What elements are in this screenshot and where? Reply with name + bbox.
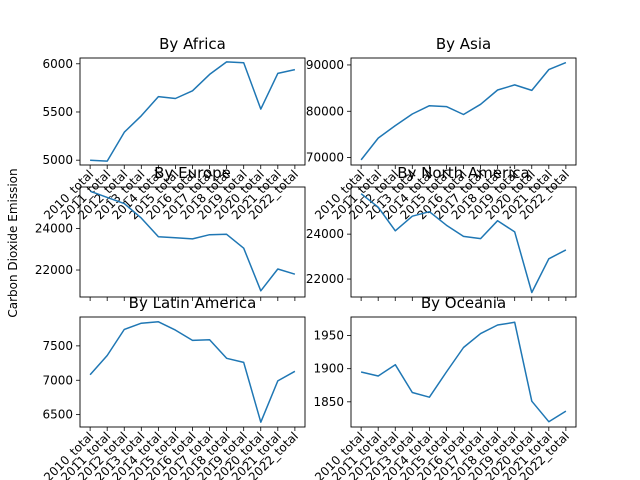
subplot-title: By Africa <box>159 35 226 53</box>
subplot-by-oceania: By Oceania1850190019502010_total2011_tot… <box>312 294 577 480</box>
subplot-title: By Asia <box>436 35 491 53</box>
y-tick-label: 6000 <box>42 57 73 71</box>
y-tick-label: 22000 <box>306 272 344 286</box>
y-tick-label: 1850 <box>313 395 344 409</box>
subplot-grid: By Africa5000550060002010_total2011_tota… <box>35 35 577 480</box>
y-tick-label: 6500 <box>42 408 73 422</box>
series-line <box>360 61 567 161</box>
subplot-by-europe: By Europe 22000 24000 <box>35 164 306 301</box>
y-tick-label: 5000 <box>42 153 73 167</box>
subplot-by-north-america: By North America 22000 24000 <box>306 164 577 301</box>
y-tick-label: 7500 <box>42 339 73 353</box>
y-tick-label: 70000 <box>306 151 344 165</box>
subplot-title: By Europe <box>154 164 231 182</box>
y-tick-label: 1900 <box>313 362 344 376</box>
series-line <box>90 61 296 162</box>
axes-frame <box>79 57 306 166</box>
y-tick-label: 90000 <box>306 58 344 72</box>
y-tick-label: 24000 <box>306 227 344 241</box>
y-tick-label: 7000 <box>42 373 73 387</box>
axes-frame <box>79 186 306 298</box>
figure-y-axis-label: Carbon Dioxide Emission <box>6 168 20 317</box>
y-tick-label: 80000 <box>306 104 344 118</box>
subplot-by-asia: By Asia7000080000900002010_total2011_tot… <box>306 35 577 222</box>
subplot-title: By North America <box>397 164 530 182</box>
subplot-title: By Latin America <box>129 294 257 312</box>
axes-frame <box>350 316 577 428</box>
y-tick-label: 5500 <box>42 105 73 119</box>
series-line <box>360 193 567 294</box>
series-line <box>89 190 296 292</box>
series-line <box>360 321 567 423</box>
y-tick-label: 24000 <box>35 222 73 236</box>
y-tick-label: 22000 <box>35 263 73 277</box>
subplot-title: By Oceania <box>421 294 506 312</box>
axes-frame <box>79 316 306 428</box>
axes-frame <box>350 186 577 298</box>
y-tick-label: 1950 <box>313 329 344 343</box>
series-line <box>89 321 296 423</box>
axes-frame <box>350 57 577 166</box>
